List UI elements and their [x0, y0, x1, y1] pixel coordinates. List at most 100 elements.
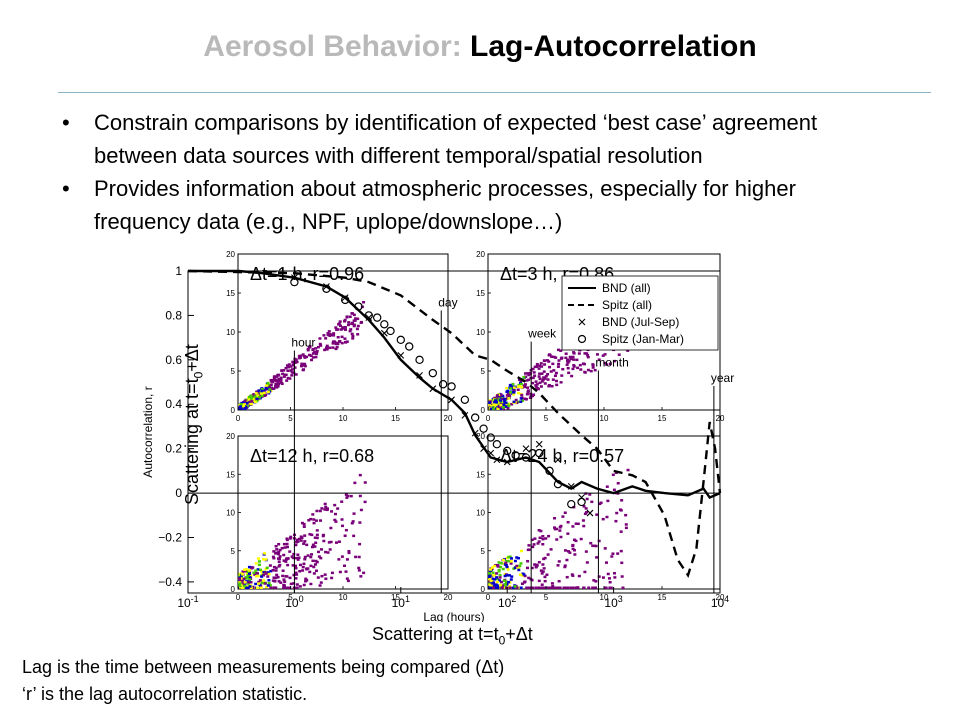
- scatter-cell: [582, 362, 586, 366]
- scatter-cell: [340, 500, 344, 503]
- scatter-cell: [558, 526, 562, 529]
- scatter-cell: [505, 394, 509, 397]
- scatter-cell: [320, 574, 324, 578]
- scatter-cell: [566, 550, 570, 553]
- scatter-cell: [321, 533, 325, 537]
- scatter-cell: [324, 577, 328, 580]
- scatter-cell: [494, 403, 498, 407]
- scatter-cell: [322, 539, 326, 543]
- scatter-cell: [612, 359, 616, 363]
- scatter-cell: [351, 520, 355, 523]
- scatter-cell: [308, 570, 312, 574]
- scatter-cell: [238, 581, 242, 584]
- scatter-cell: [271, 380, 275, 384]
- scatter-cell: [249, 586, 253, 589]
- scatter-cell: [624, 526, 628, 530]
- scatter-cell: [297, 354, 301, 358]
- scatter-cell: [617, 353, 621, 356]
- scatter-cell: [501, 567, 505, 571]
- scatter-x-label-sub: 0: [498, 633, 506, 648]
- scatter-cell: [260, 581, 264, 585]
- scatter-cell: [353, 481, 357, 485]
- scatter-cell: [345, 577, 349, 580]
- series-marker-x: [461, 411, 469, 419]
- scatter-cell: [301, 353, 305, 356]
- scatter-cell: [268, 564, 272, 567]
- scatter-cell: [295, 573, 299, 576]
- scatter-cell: [356, 333, 360, 336]
- scatter-cell: [303, 534, 307, 537]
- inset-y-tick-label: 0: [231, 406, 236, 415]
- scatter-cell: [539, 529, 543, 533]
- scatter-cell: [504, 561, 508, 565]
- scatter-cell: [556, 348, 560, 352]
- scatter-x-label: Scattering at t=t0+Δt: [372, 624, 533, 648]
- scatter-cell: [272, 576, 276, 579]
- scatter-cell: [294, 577, 298, 580]
- x-tick-label: 100: [285, 594, 303, 610]
- scatter-cell: [282, 586, 286, 589]
- scatter-cell: [565, 575, 569, 579]
- scatter-cell: [283, 580, 287, 584]
- scatter-cell: [300, 362, 304, 366]
- scatter-cell: [507, 555, 511, 559]
- inset-y-tick-label: 5: [231, 367, 236, 376]
- scatter-cell: [607, 577, 611, 580]
- x-tick-label: 103: [604, 594, 622, 610]
- scatter-cell: [334, 520, 338, 523]
- scatter-cell: [267, 572, 271, 576]
- scatter-cell: [507, 580, 511, 584]
- scatter-cell: [340, 555, 344, 558]
- scatter-cell: [255, 397, 259, 401]
- scatter-cell: [536, 542, 540, 545]
- scatter-cell: [299, 539, 303, 542]
- scatter-cell: [294, 556, 298, 560]
- scatter-cell: [350, 332, 354, 336]
- scatter-cell: [603, 547, 607, 550]
- scatter-cell: [302, 522, 306, 526]
- scatter-cell: [243, 569, 247, 573]
- scatter-cell: [358, 473, 362, 477]
- scatter-cell: [244, 568, 248, 571]
- series-marker-o: [460, 395, 470, 404]
- scatter-cell: [517, 391, 521, 395]
- scatter-cell: [605, 363, 609, 366]
- scatter-cell: [296, 553, 300, 556]
- scatter-cell: [305, 567, 309, 570]
- scatter-cell: [531, 586, 535, 589]
- scatter-cell: [246, 403, 250, 406]
- scatter-cell: [243, 568, 247, 571]
- scatter-cell: [619, 549, 623, 553]
- scatter-cell: [620, 575, 624, 578]
- scatter-cell: [499, 565, 503, 569]
- scatter-cell: [277, 550, 281, 554]
- scatter-cell: [504, 401, 508, 405]
- scatter-cell: [265, 585, 269, 589]
- scatter-cell: [240, 586, 244, 589]
- scatter-cell: [276, 385, 280, 388]
- scatter-cell: [527, 378, 531, 382]
- scatter-cell: [335, 328, 339, 331]
- scatter-cell: [576, 366, 580, 370]
- scatter-cell: [538, 586, 542, 589]
- scatter-cell: [251, 397, 255, 401]
- scatter-cell: [583, 512, 587, 516]
- scatter-cell: [547, 353, 551, 357]
- scatter-cell: [586, 355, 590, 359]
- scatter-cell: [586, 354, 590, 357]
- scatter-cell: [238, 584, 242, 587]
- scatter-cell: [290, 555, 294, 558]
- scatter-cell: [343, 564, 347, 568]
- scatter-cell: [553, 526, 557, 529]
- scatter-cell: [264, 393, 268, 397]
- scatter-cell: [337, 540, 341, 543]
- scatter-cell: [491, 577, 495, 581]
- scatter-cell: [248, 585, 252, 588]
- scatter-cell: [511, 586, 515, 589]
- scatter-cell: [525, 586, 529, 589]
- scatter-cell: [241, 570, 245, 573]
- scatter-cell: [280, 369, 284, 372]
- scatter-cell: [519, 382, 523, 386]
- scatter-cell: [315, 529, 319, 532]
- scatter-cell: [621, 586, 625, 589]
